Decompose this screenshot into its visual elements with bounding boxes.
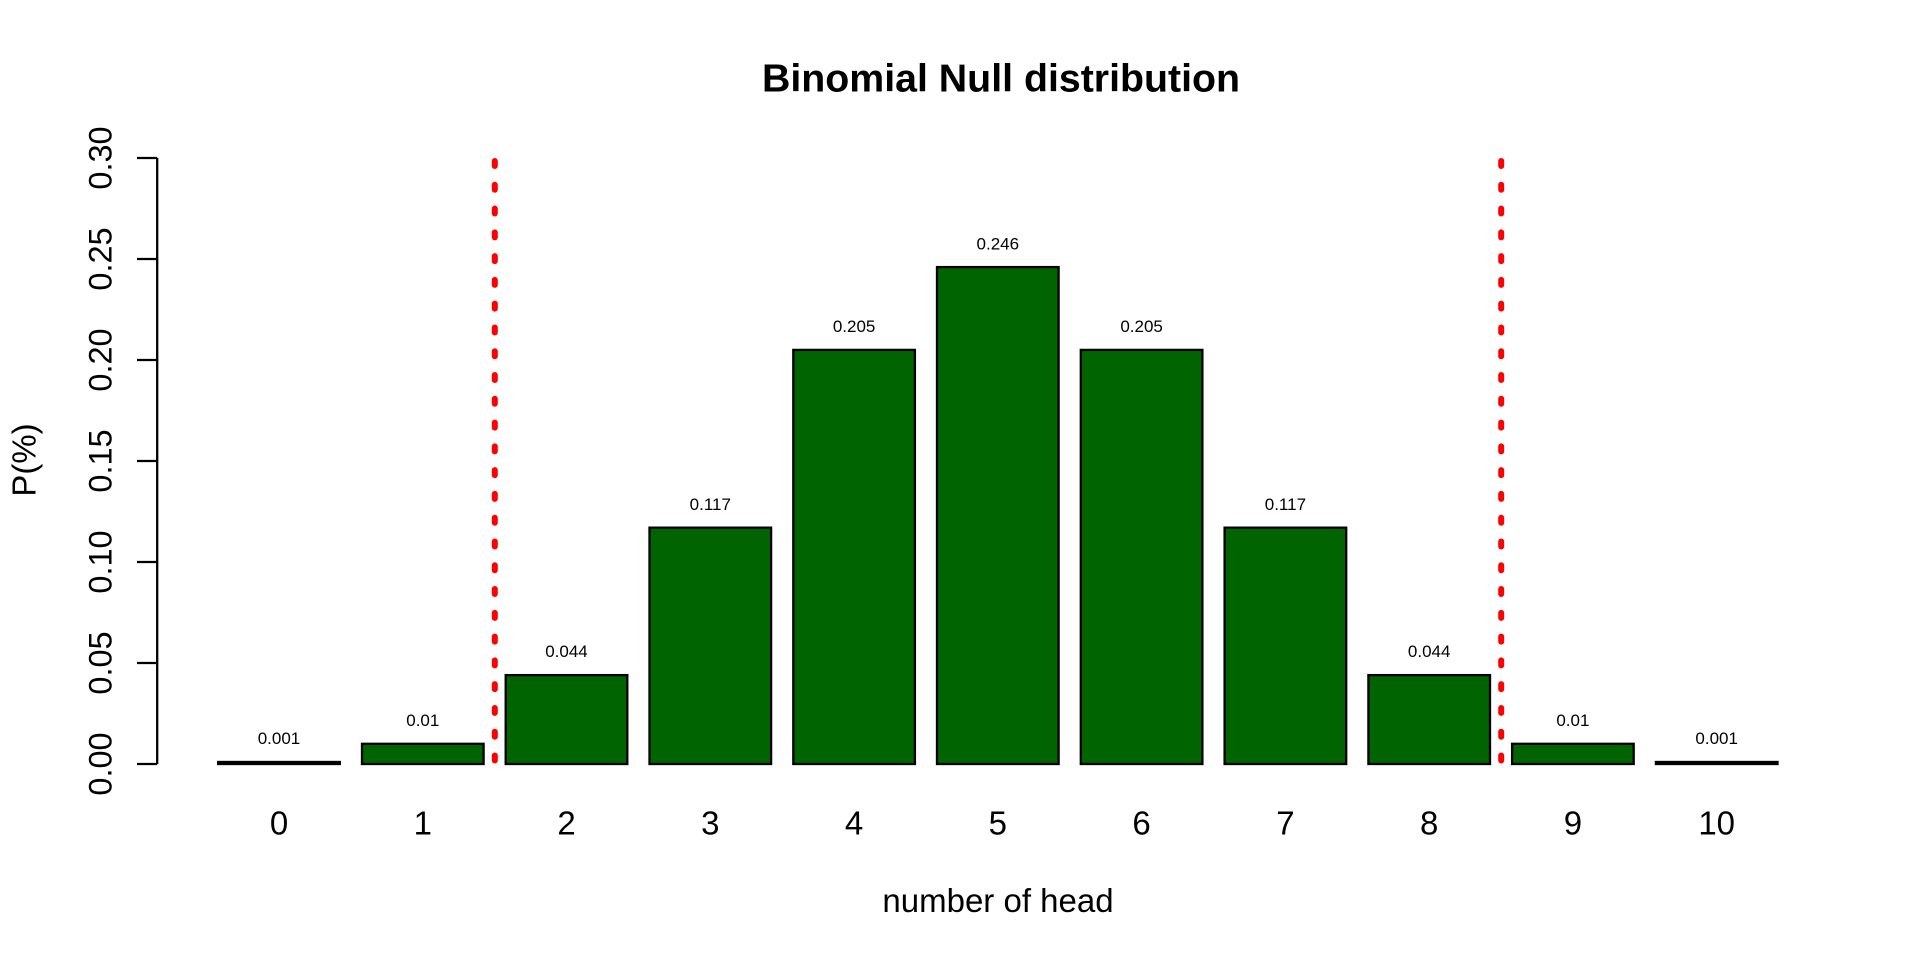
svg-text:0.00: 0.00 bbox=[83, 732, 119, 795]
svg-text:0.205: 0.205 bbox=[833, 317, 876, 336]
svg-text:10: 10 bbox=[1698, 805, 1735, 842]
svg-text:7: 7 bbox=[1276, 805, 1294, 842]
svg-text:8: 8 bbox=[1420, 805, 1438, 842]
svg-text:number of head: number of head bbox=[882, 882, 1113, 919]
svg-text:0.01: 0.01 bbox=[406, 711, 439, 730]
svg-text:5: 5 bbox=[989, 805, 1007, 842]
svg-text:0.044: 0.044 bbox=[1408, 642, 1451, 661]
svg-text:0.246: 0.246 bbox=[977, 234, 1020, 253]
svg-text:3: 3 bbox=[701, 805, 719, 842]
svg-text:0.25: 0.25 bbox=[83, 227, 119, 290]
svg-text:0.117: 0.117 bbox=[1265, 495, 1306, 514]
svg-text:0: 0 bbox=[270, 805, 288, 842]
svg-text:0.001: 0.001 bbox=[258, 729, 301, 748]
svg-text:2: 2 bbox=[557, 805, 575, 842]
svg-text:P(%): P(%) bbox=[6, 423, 43, 496]
svg-text:0.044: 0.044 bbox=[545, 642, 588, 661]
svg-text:0.15: 0.15 bbox=[83, 429, 119, 492]
svg-text:0.20: 0.20 bbox=[83, 328, 119, 391]
svg-text:Binomial Null distribution: Binomial Null distribution bbox=[762, 57, 1240, 101]
svg-text:0.01: 0.01 bbox=[1556, 711, 1589, 730]
svg-text:0.001: 0.001 bbox=[1695, 729, 1738, 748]
svg-text:0.117: 0.117 bbox=[690, 495, 731, 514]
svg-text:6: 6 bbox=[1132, 805, 1150, 842]
svg-text:0.30: 0.30 bbox=[83, 126, 119, 189]
svg-text:0.10: 0.10 bbox=[83, 530, 119, 593]
svg-text:9: 9 bbox=[1564, 805, 1582, 842]
svg-text:4: 4 bbox=[845, 805, 863, 842]
svg-text:0.205: 0.205 bbox=[1120, 317, 1163, 336]
svg-text:0.05: 0.05 bbox=[83, 631, 119, 694]
svg-text:1: 1 bbox=[414, 805, 432, 842]
